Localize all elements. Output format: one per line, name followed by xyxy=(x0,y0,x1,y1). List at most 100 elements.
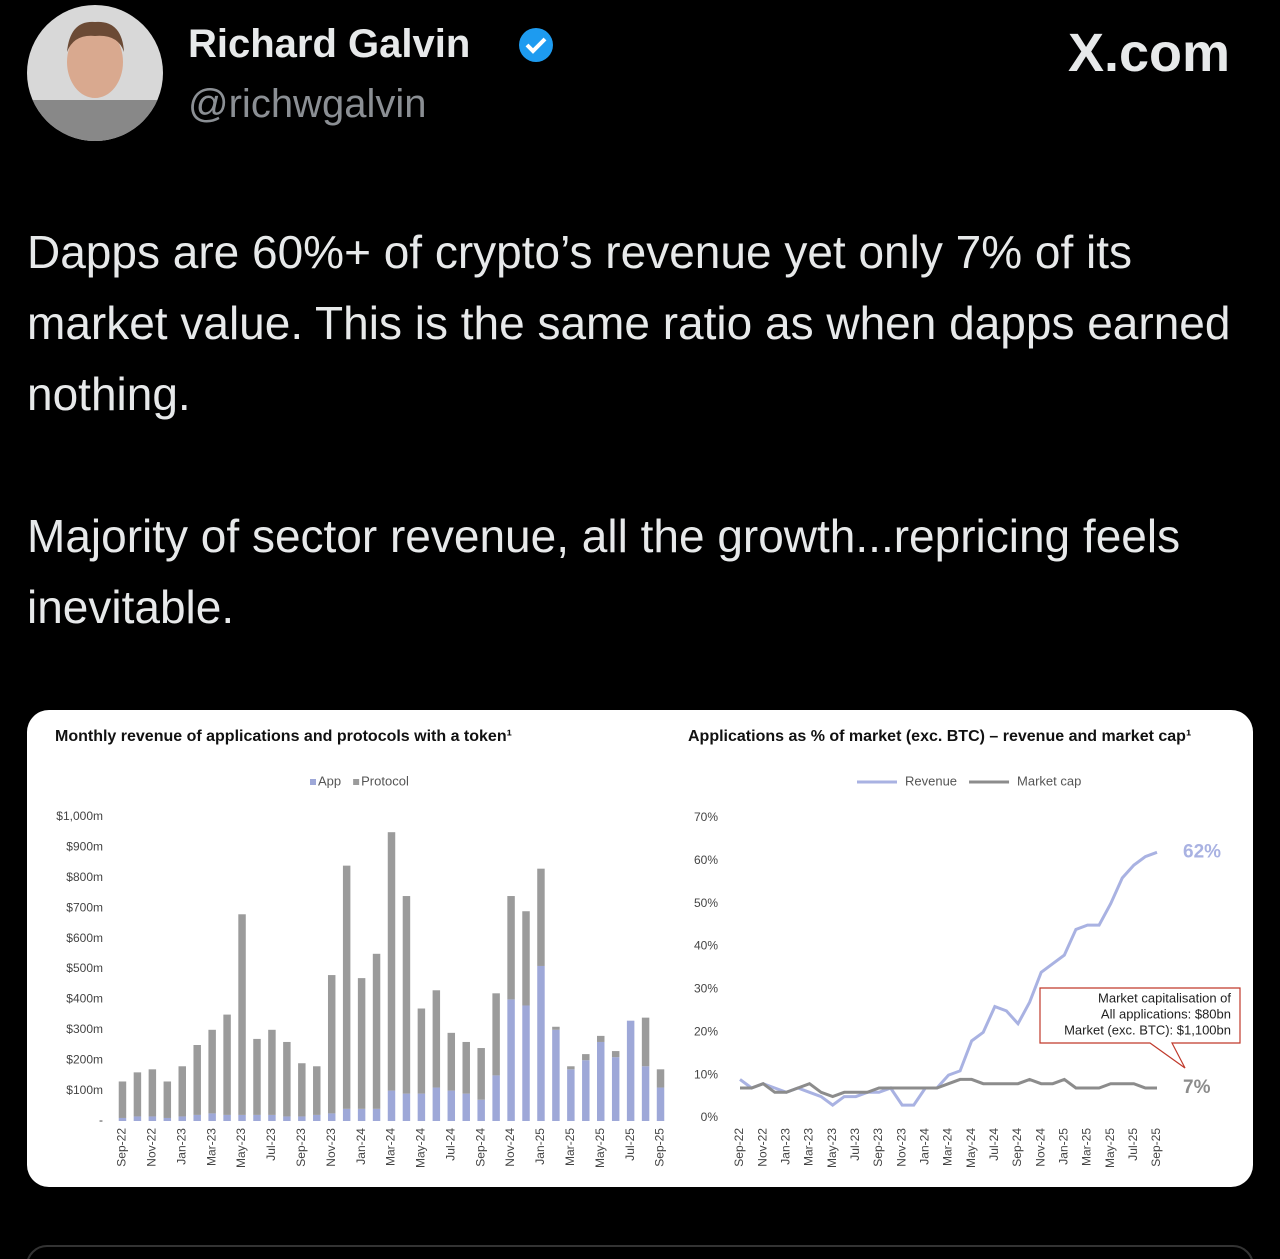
bar xyxy=(477,1048,485,1100)
bar xyxy=(552,1029,560,1121)
bar xyxy=(492,1075,500,1121)
legend-swatch xyxy=(353,779,360,785)
x-tick-label: Jul-24 xyxy=(443,1128,457,1161)
bar xyxy=(327,1113,336,1121)
x-tick-label: Mar-25 xyxy=(1080,1128,1094,1166)
x-tick-label: Jul-25 xyxy=(623,1128,637,1161)
bar xyxy=(342,865,351,1109)
y-tick-label: $100m xyxy=(66,1083,103,1097)
y-tick-label: - xyxy=(99,1113,103,1127)
brand: X.com xyxy=(1067,23,1230,83)
y-tick-label: $700m xyxy=(66,900,103,914)
tweet-text: Dapps are 60%+ of crypto’s revenue yet o… xyxy=(27,226,1231,420)
x-tick-label: Nov-24 xyxy=(503,1128,517,1167)
x-tick-label: Mar-24 xyxy=(384,1128,398,1166)
bar xyxy=(357,978,366,1109)
bar xyxy=(597,1035,605,1042)
y-tick-label: 30% xyxy=(694,982,718,996)
bar xyxy=(193,1114,201,1121)
bar xyxy=(268,1029,276,1115)
author-name[interactable]: Richard Galvin xyxy=(188,22,471,66)
bar xyxy=(298,1063,306,1117)
y-tick-label: $200m xyxy=(66,1052,103,1066)
x-tick-label: Nov-22 xyxy=(755,1128,769,1167)
x-tick-label: May-23 xyxy=(234,1128,248,1168)
bar xyxy=(193,1045,201,1115)
bar xyxy=(163,1117,172,1121)
y-tick-label: 70% xyxy=(694,810,718,824)
y-tick-label: $900m xyxy=(66,840,103,854)
line xyxy=(740,1077,1157,1099)
bar xyxy=(507,999,515,1121)
bar xyxy=(208,1029,216,1114)
x-tick-label: May-23 xyxy=(825,1128,839,1168)
callout-box xyxy=(1039,987,1241,1069)
x-tick-label: Jul-25 xyxy=(1126,1128,1140,1161)
x-tick-label: Sep-24 xyxy=(473,1128,487,1167)
bar xyxy=(223,1014,231,1115)
x-tick-label: Sep-25 xyxy=(653,1128,667,1167)
y-tick-label: 0% xyxy=(701,1110,719,1124)
avatar[interactable] xyxy=(20,5,170,150)
bar xyxy=(148,1116,157,1121)
bar xyxy=(133,1072,142,1117)
bar xyxy=(238,914,246,1115)
legend-label: App xyxy=(318,773,341,788)
bar xyxy=(178,1066,186,1117)
legend-label: Revenue xyxy=(905,773,957,788)
bar xyxy=(402,1093,411,1121)
author-handle[interactable]: @richwgalvin xyxy=(188,82,427,126)
verified-badge xyxy=(519,28,553,62)
y-tick-label: $600m xyxy=(66,931,103,945)
chart-title: Monthly revenue of applications and prot… xyxy=(55,728,512,745)
bar xyxy=(567,1069,575,1121)
bar xyxy=(163,1081,172,1118)
legend-label: Protocol xyxy=(361,773,409,788)
bar xyxy=(208,1113,216,1121)
bar xyxy=(283,1116,291,1121)
bar xyxy=(342,1108,351,1121)
bar xyxy=(567,1066,575,1070)
x-tick-label: Sep-25 xyxy=(1149,1128,1163,1167)
callout-text: Market (exc. BTC): $1,100bn xyxy=(1064,1022,1231,1037)
x-tick-label: Mar-23 xyxy=(204,1128,218,1166)
bar xyxy=(268,1114,276,1121)
x-tick-label: Jan-24 xyxy=(354,1128,368,1165)
bar xyxy=(522,1005,530,1121)
x-tick-label: Sep-23 xyxy=(294,1128,308,1167)
x-tick-label: May-25 xyxy=(1103,1128,1117,1168)
x-tick-label: Sep-22 xyxy=(732,1128,746,1167)
x-tick-label: Nov-23 xyxy=(894,1128,908,1167)
bar xyxy=(118,1081,127,1118)
bar xyxy=(582,1054,590,1061)
y-tick-label: $300m xyxy=(66,1022,103,1036)
bar xyxy=(118,1117,127,1121)
bar xyxy=(477,1099,485,1121)
x-tick-label: Sep-23 xyxy=(871,1128,885,1167)
end-label: 7% xyxy=(1183,1077,1211,1098)
legend-swatch xyxy=(310,779,316,785)
bar xyxy=(148,1069,157,1117)
x-tick-label: Jan-24 xyxy=(918,1128,932,1165)
callout-text: Market capitalisation of xyxy=(1098,990,1231,1005)
bar xyxy=(313,1114,321,1121)
line xyxy=(739,850,1158,1108)
bar xyxy=(507,896,515,1000)
y-tick-label: 20% xyxy=(694,1024,718,1038)
y-tick-label: $400m xyxy=(66,992,103,1006)
x-tick-label: Mar-23 xyxy=(802,1128,816,1166)
bar xyxy=(372,1108,381,1121)
bar xyxy=(641,1017,650,1067)
x-tick-label: Jan-25 xyxy=(1057,1128,1071,1165)
x-tick-label: Nov-24 xyxy=(1033,1128,1047,1167)
y-tick-label: $800m xyxy=(66,870,103,884)
bar xyxy=(313,1066,321,1115)
x-tick-label: May-24 xyxy=(964,1128,978,1168)
legend-label: Market cap xyxy=(1017,773,1081,788)
tweet-text: Majority of sector revenue, all the grow… xyxy=(27,510,1181,633)
chart-title: Applications as % of market (exc. BTC) –… xyxy=(688,728,1191,745)
x-tick-label: Mar-25 xyxy=(563,1128,577,1166)
bar xyxy=(552,1026,560,1030)
x-tick-label: Jul-24 xyxy=(987,1128,1001,1161)
